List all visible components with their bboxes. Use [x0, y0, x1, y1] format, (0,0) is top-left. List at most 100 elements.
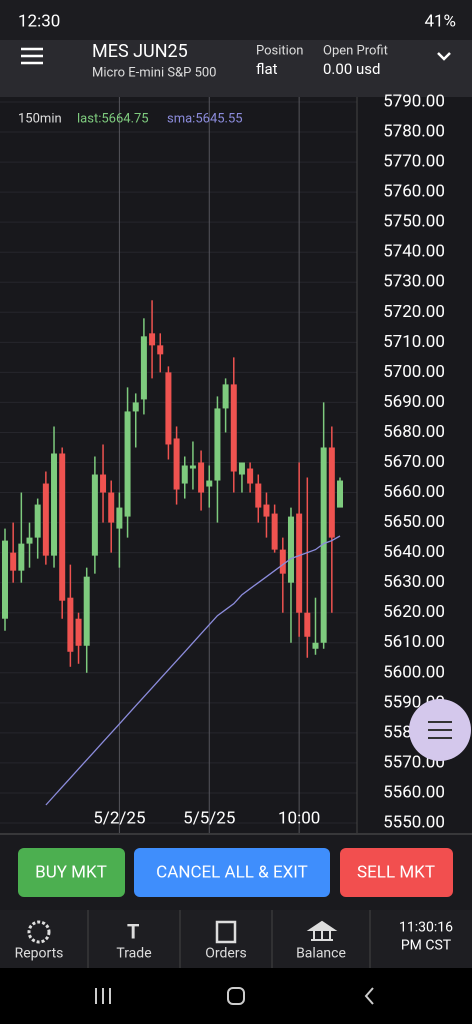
y-tick-label: 5650.00	[383, 512, 445, 532]
cancel-label: CANCEL ALL & EXIT	[156, 862, 308, 882]
y-tick-label: 5780.00	[383, 122, 445, 142]
x-tick-label: 5/2/25	[93, 808, 145, 828]
battery: 41%	[424, 11, 456, 31]
candle-body	[140, 336, 147, 400]
y-tick-label: 5740.00	[383, 242, 445, 262]
x-tick-label: 10:00	[278, 808, 320, 828]
y-tick-label: 5640.00	[383, 542, 445, 562]
symbol[interactable]: MES JUN25	[92, 41, 188, 62]
candle-body	[100, 474, 107, 493]
y-tick-label: 5680.00	[383, 422, 445, 442]
candle-body	[320, 447, 327, 643]
candle-body	[132, 402, 139, 412]
candle-body	[198, 462, 205, 493]
y-tick-label: 5730.00	[383, 272, 445, 292]
x-tick-label: 5/5/25	[183, 808, 235, 828]
candle-body	[124, 411, 131, 517]
sell-button[interactable]	[340, 848, 453, 897]
candle-body	[181, 465, 188, 484]
y-tick-label: 5720.00	[383, 302, 445, 322]
symbol-description: Micro E-mini S&P 500	[92, 65, 217, 80]
y-tick-label: 5670.00	[383, 452, 445, 472]
candle-body	[42, 483, 49, 556]
candle-body	[206, 480, 213, 487]
cancel-button[interactable]	[134, 848, 330, 897]
candle-body	[255, 483, 262, 508]
profit-value: 0.00 usd	[323, 60, 380, 78]
expand-button[interactable]	[437, 52, 451, 61]
y-tick-label: 5610.00	[383, 632, 445, 652]
candle-body	[67, 597, 74, 652]
y-tick-label: 5560.00	[383, 782, 445, 802]
candle-body	[279, 549, 286, 574]
position-label: Position	[256, 43, 303, 58]
y-tick-label: 5690.00	[383, 392, 445, 412]
y-tick-label: 5790.00	[383, 92, 445, 112]
candle-body	[116, 507, 123, 529]
y-tick-label: 5550.00	[383, 812, 445, 832]
candle-body	[214, 408, 221, 481]
chart-annotation: 150min	[18, 111, 62, 126]
candle-body	[18, 543, 25, 571]
profit-label: Open Profit	[323, 43, 388, 58]
balance-icon	[306, 920, 338, 941]
y-tick-label: 5710.00	[383, 332, 445, 352]
position-value: flat	[256, 60, 278, 78]
nav-label: Reports	[15, 946, 64, 962]
status-time: 12:30	[18, 11, 60, 31]
nav-label: Balance	[296, 946, 346, 962]
y-tick-label: 5760.00	[383, 182, 445, 202]
candle-body	[328, 447, 335, 538]
candle-body	[51, 453, 58, 556]
candle-body	[26, 537, 33, 544]
nav-label: Orders	[205, 946, 247, 962]
sma-line	[45, 535, 341, 806]
candle-body	[10, 552, 17, 571]
y-tick-label: 5600.00	[383, 662, 445, 682]
buy-label: BUY MKT	[35, 862, 107, 882]
nav-label: Trade	[116, 946, 151, 962]
sell-label: SELL MKT	[357, 862, 435, 882]
chart-annotation: sma:5645.55	[167, 111, 243, 126]
candle-body	[304, 612, 311, 637]
system-buttons[interactable]	[95, 987, 374, 1005]
menu-button[interactable]	[21, 47, 43, 65]
candle-body	[2, 540, 8, 619]
candle-body	[222, 384, 229, 409]
trade-icon: T	[127, 919, 139, 943]
clock-zone: PM CST	[401, 938, 452, 954]
orders-icon	[215, 920, 237, 944]
candle-body	[108, 492, 115, 523]
candle-body	[287, 516, 294, 583]
nav-dividers	[87, 910, 371, 968]
candle-body	[337, 480, 343, 508]
y-tick-label: 5630.00	[383, 572, 445, 592]
reports-icon	[27, 920, 51, 944]
system-nav	[0, 968, 472, 1024]
chart: 5790.00 5780.00 5770.00 5760.00 5750.00 5740.…	[0, 92, 445, 833]
candle-body	[149, 333, 156, 346]
candle-body	[271, 513, 278, 550]
candle-body	[296, 513, 303, 613]
candle-body	[230, 384, 237, 472]
status-bar	[0, 0, 472, 40]
clock-time: 11:30:16	[399, 920, 453, 936]
candle-body	[263, 504, 270, 517]
candle-body	[312, 642, 319, 649]
y-tick-label: 5620.00	[383, 602, 445, 622]
fab-icon	[428, 721, 452, 739]
header	[0, 40, 472, 97]
candle-body	[165, 372, 172, 445]
y-tick-label: 5750.00	[383, 212, 445, 232]
y-tick-label: 5700.00	[383, 362, 445, 382]
candle-body	[59, 453, 66, 601]
candle-body	[83, 576, 90, 646]
candle-body	[189, 465, 196, 469]
candle-body	[247, 468, 254, 484]
candle-body	[173, 438, 180, 490]
buy-button[interactable]	[18, 848, 125, 897]
chart-annotation: last:5664.75	[77, 111, 149, 126]
y-tick-label: 5660.00	[383, 482, 445, 502]
